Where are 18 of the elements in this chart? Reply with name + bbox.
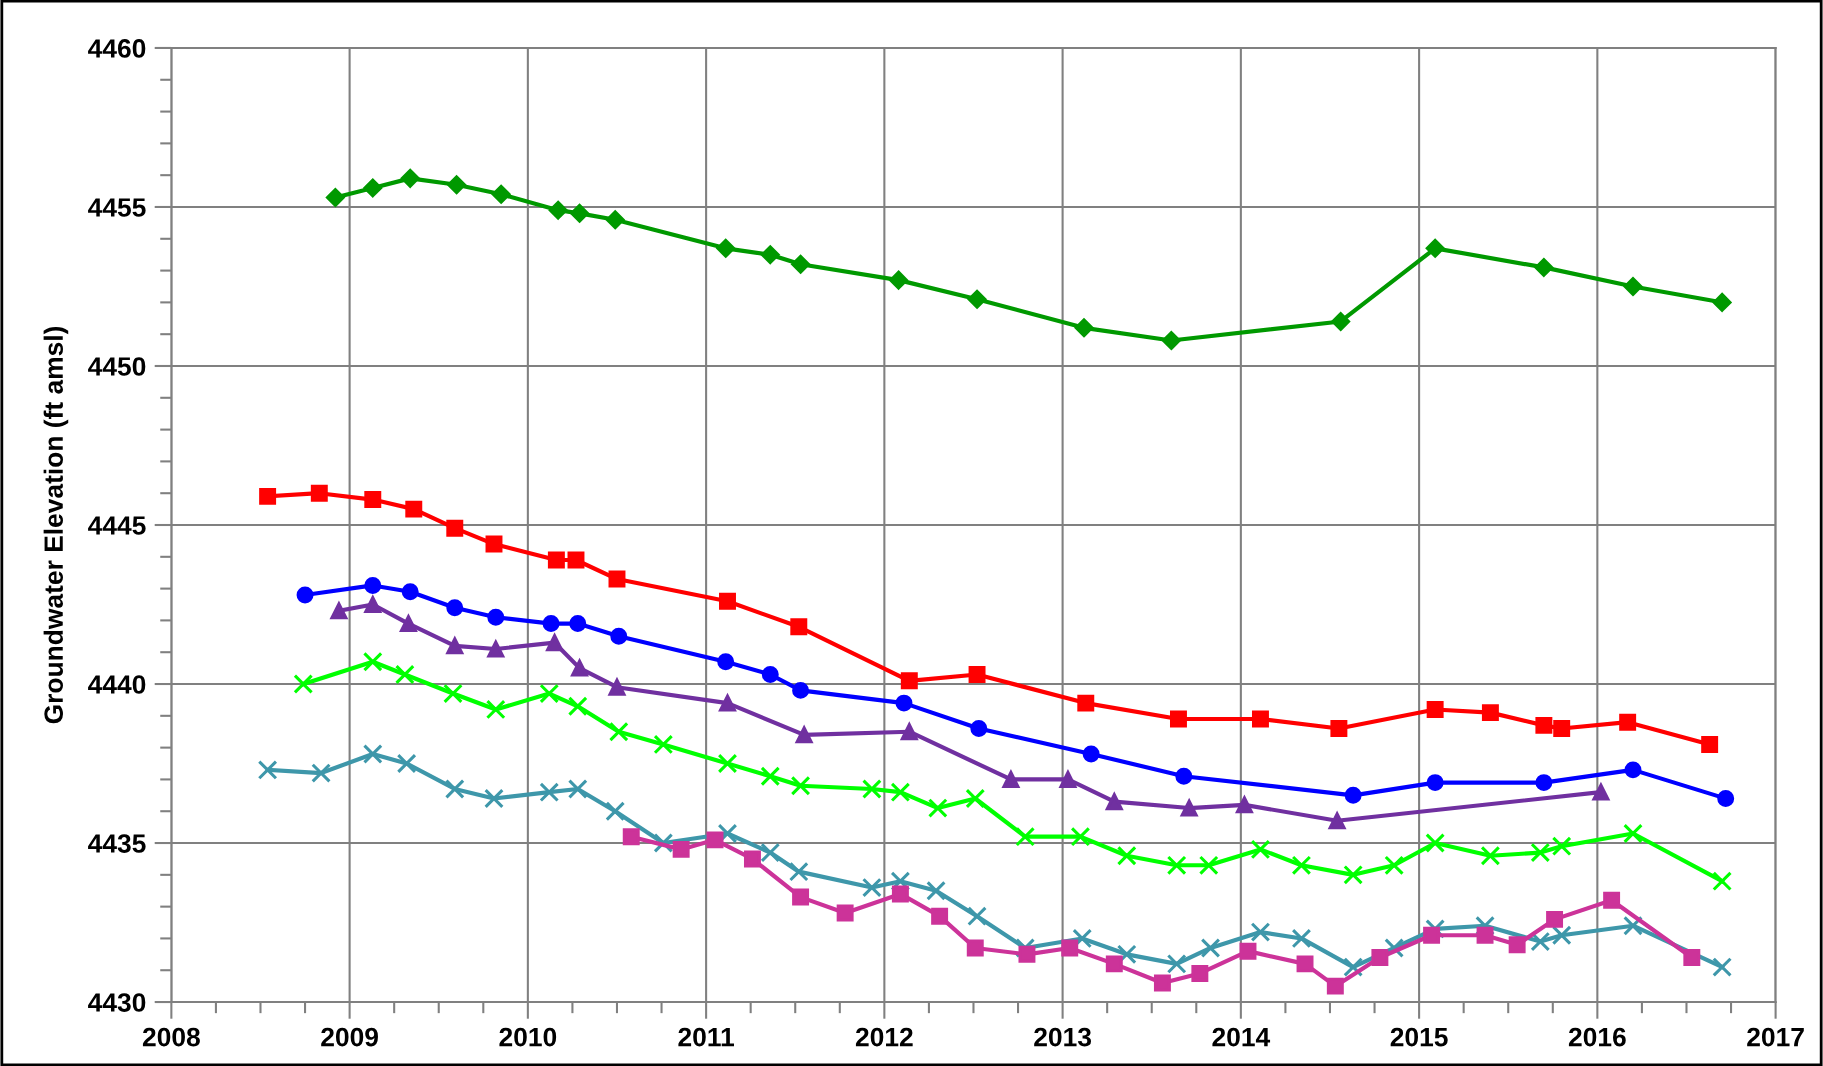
x-tick-label: 2008: [142, 1027, 200, 1047]
x-tick-label: 2011: [678, 1027, 734, 1047]
x-tick-label: 2017: [1747, 1027, 1804, 1047]
y-tick-label: 4435: [88, 834, 146, 853]
x-tick-label: 2009: [321, 1027, 378, 1047]
x-tick-label: 2010: [499, 1027, 557, 1047]
x-tick-label: 2014: [1212, 1027, 1271, 1047]
y-tick-label: 4445: [88, 516, 146, 535]
x-tick-label: 2015: [1390, 1027, 1448, 1047]
y-axis-title: Groundwater Elevation (ft amsl): [43, 326, 69, 724]
x-tick-label: 2012: [855, 1027, 913, 1047]
y-tick-label: 4455: [88, 198, 146, 217]
x-tick-label: 2013: [1034, 1027, 1092, 1047]
y-tick-label: 4450: [88, 357, 146, 376]
y-tick-label: 4460: [88, 39, 146, 58]
x-tick-label: 2016: [1568, 1027, 1626, 1047]
y-tick-label: 4430: [88, 993, 146, 1012]
y-tick-label: 4440: [88, 675, 146, 694]
